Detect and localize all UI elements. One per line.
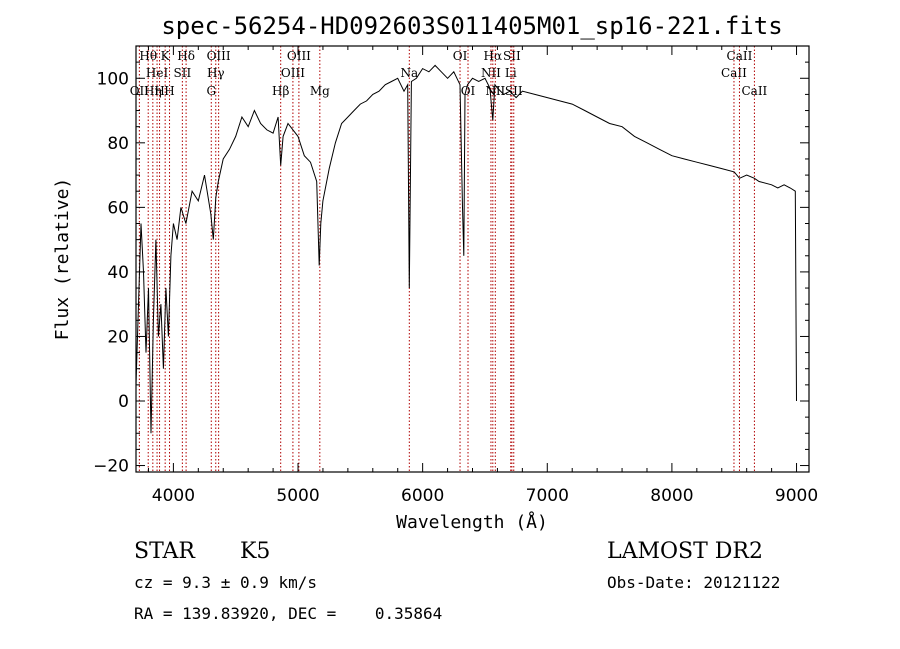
- ticks-layer: 4000 5000 6000 7000 8000 9000 −20 0 20 40 60 80 100: [93, 45, 818, 506]
- spectral-line-label: OIII: [281, 66, 305, 80]
- y-tick-label: 0: [118, 392, 129, 412]
- spectral-line-label: Hβ: [272, 84, 289, 98]
- spectral-line-label: OI: [461, 84, 476, 98]
- x-tick-label: 5000: [276, 486, 319, 506]
- spectral-line-label: SII: [505, 84, 523, 98]
- spectral-line-label: NII: [481, 66, 501, 80]
- x-tick-label: 7000: [526, 486, 569, 506]
- spectral-line-label: K: [161, 49, 171, 63]
- chart-title: spec-56254-HD092603S011405M01_sp16-221.f…: [161, 12, 782, 40]
- spectral-line-label: Hθ: [139, 49, 157, 63]
- object-class: STAR: [134, 539, 195, 564]
- spectrum-layer: [135, 64, 797, 434]
- spectral-line-label: OII: [130, 84, 150, 98]
- spectral-line-label: Na: [400, 66, 418, 80]
- spectral-line-label: CaII: [741, 84, 767, 98]
- spectral-line-label: CaII: [727, 49, 753, 63]
- spectral-line-label: Hγ: [207, 66, 225, 80]
- spectral-line-label: Hη: [144, 84, 162, 98]
- object-subclass: K5: [240, 539, 271, 564]
- spectral-line-label: SII: [174, 66, 192, 80]
- y-tick-label: 20: [107, 327, 129, 347]
- spectral-line-label: CaII: [721, 66, 747, 80]
- coordinates-text: RA = 139.83920, DEC = 0.35864: [134, 604, 443, 623]
- x-tick-label: 9000: [775, 486, 818, 506]
- spectral-line-label: Hα: [484, 49, 503, 63]
- spectral-line-label: H: [164, 84, 174, 98]
- x-tick-label: 8000: [650, 486, 693, 506]
- spectral-line-label: OIII: [287, 49, 311, 63]
- y-axis-label: Flux (relative): [52, 178, 73, 341]
- spectral-line-label: H: [154, 84, 164, 98]
- spectral-line-label: SII: [503, 49, 521, 63]
- y-tick-label: 60: [107, 198, 129, 218]
- spectral-line-label: Mg: [310, 84, 330, 98]
- spectral-line-label: Hδ: [177, 49, 195, 63]
- y-tick-label: 100: [97, 69, 129, 89]
- x-tick-label: 6000: [401, 486, 444, 506]
- plot-frame: [135, 45, 810, 473]
- redshift-text: cz = 9.3 ± 0.9 km/s: [134, 573, 318, 592]
- y-tick-label: −20: [93, 457, 129, 477]
- spectral-line-label: OI: [453, 49, 468, 63]
- y-tick-label: 80: [107, 134, 129, 154]
- spectral-line-label: OIII: [207, 49, 231, 63]
- spectral-lines-layer: OIIHθHηHeIHKHSIIHδGHγOIIIHβOIIIOIIIMgNaO…: [130, 46, 768, 472]
- y-tick-label: 40: [107, 263, 129, 283]
- survey-name: LAMOST DR2: [607, 539, 763, 564]
- spectral-line-label: HeI: [146, 66, 169, 80]
- spectral-line-label: Li: [505, 66, 517, 80]
- x-axis-label: Wavelength (Å): [396, 511, 548, 533]
- spectral-line-label: G: [206, 84, 216, 98]
- obs-date: Obs-Date: 20121122: [607, 573, 781, 592]
- spectrum-line: [135, 64, 797, 434]
- x-tick-label: 4000: [152, 486, 195, 506]
